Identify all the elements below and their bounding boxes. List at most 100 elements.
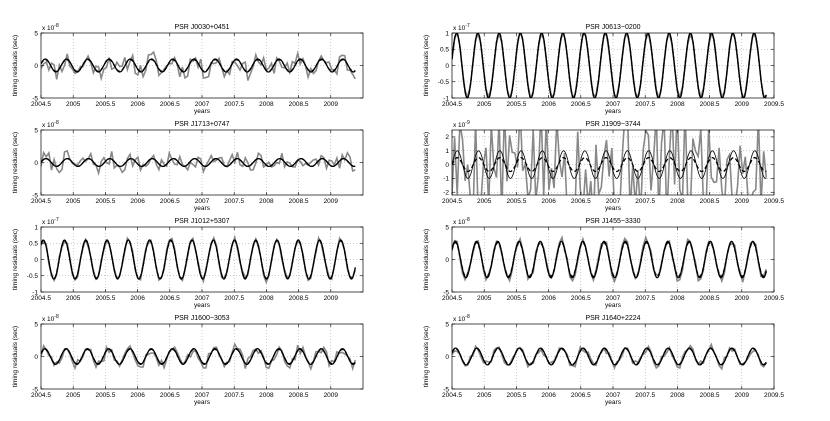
y-axis-label: timing residuals (sec) — [12, 35, 19, 96]
x-tick-label: 2007.5 — [635, 101, 655, 108]
series-model-dashed — [41, 157, 356, 168]
x-tick-label: 2008.5 — [289, 198, 309, 205]
x-tick-label: 2005 — [477, 392, 492, 399]
x-axis-label: years — [605, 302, 622, 309]
y-tick-label: 5 — [34, 30, 38, 37]
chart-title: PSR J0030+0451 — [174, 24, 229, 31]
x-tick-label: 2006.5 — [160, 392, 180, 399]
y-tick-label: -0.5 — [438, 79, 450, 86]
x-tick-label: 2009.5 — [764, 295, 784, 302]
axis-multiplier: x 10-8 — [42, 314, 59, 323]
y-tick-label: 0 — [445, 257, 449, 264]
x-tick-label: 2008.5 — [700, 392, 720, 399]
series-model-dashed — [452, 157, 767, 173]
y-tick-label: 1 — [445, 148, 449, 155]
series-model-dashed — [452, 348, 767, 365]
y-axis-label: timing residuals (sec) — [12, 326, 19, 387]
y-tick-label: -0.5 — [27, 273, 39, 280]
chart-title: PSR J1713+0747 — [174, 121, 229, 128]
x-tick-label: 2007 — [606, 198, 621, 205]
x-tick-label: 2007.5 — [635, 198, 655, 205]
x-tick-label: 2006 — [541, 392, 556, 399]
y-tick-label: -5 — [443, 289, 449, 296]
y-tick-label: 0 — [34, 160, 38, 167]
x-axis-label: years — [194, 399, 211, 406]
x-tick-label: 2009 — [735, 392, 750, 399]
x-tick-label: 2007 — [606, 295, 621, 302]
chart-panel-2: PSR J1713+0747 x 10-8 -5 0 5 2004.5 2005 2005.5… — [12, 120, 364, 212]
x-tick-label: 2008 — [670, 392, 685, 399]
x-tick-label: 2009 — [735, 198, 750, 205]
y-tick-label: -1 — [443, 176, 449, 183]
x-axis-label: years — [605, 205, 622, 212]
x-tick-label: 2004.5 — [31, 295, 51, 302]
series-model-dashed — [452, 33, 767, 98]
axis-multiplier: x 10-7 — [453, 23, 470, 32]
series-model-dashed — [41, 59, 356, 72]
x-tick-label: 2008.5 — [700, 295, 720, 302]
chart-title: PSR J1012+5307 — [174, 218, 229, 225]
x-tick-label: 2009 — [324, 392, 339, 399]
x-tick-label: 2004.5 — [31, 101, 51, 108]
x-tick-label: 2006 — [541, 101, 556, 108]
x-tick-label: 2007.5 — [635, 392, 655, 399]
y-tick-label: 2 — [445, 134, 449, 141]
x-tick-label: 2008.5 — [700, 198, 720, 205]
x-tick-label: 2006.5 — [571, 392, 591, 399]
y-tick-label: 5 — [445, 224, 449, 231]
x-tick-label: 2007 — [195, 295, 210, 302]
x-tick-label: 2005.5 — [506, 198, 526, 205]
axis-multiplier: x 10-9 — [453, 120, 470, 129]
x-tick-label: 2006.5 — [571, 295, 591, 302]
y-tick-label: -5 — [32, 386, 38, 393]
y-tick-label: -1 — [443, 95, 449, 102]
x-tick-label: 2005 — [66, 198, 81, 205]
chart-title: PSR J1455−3330 — [585, 218, 640, 225]
y-axis-label: timing residuals (sec) — [12, 229, 19, 290]
y-tick-label: 0 — [34, 257, 38, 264]
series-model-dashed — [41, 239, 356, 280]
x-tick-label: 2009 — [324, 198, 339, 205]
x-tick-label: 2006 — [130, 101, 145, 108]
y-tick-label: -5 — [443, 386, 449, 393]
x-tick-label: 2005.5 — [95, 295, 115, 302]
x-tick-label: 2008 — [259, 392, 274, 399]
x-tick-label: 2007.5 — [635, 295, 655, 302]
x-tick-label: 2008 — [670, 101, 685, 108]
y-tick-label: -5 — [32, 95, 38, 102]
x-tick-label: 2009 — [324, 101, 339, 108]
x-tick-label: 2005.5 — [95, 101, 115, 108]
x-tick-label: 2005 — [477, 101, 492, 108]
y-tick-label: 0 — [34, 63, 38, 70]
y-tick-label: 0 — [445, 162, 449, 169]
x-tick-label: 2007 — [195, 198, 210, 205]
series-measured — [41, 342, 357, 372]
x-tick-label: 2006 — [541, 295, 556, 302]
series-measured — [452, 130, 768, 195]
x-tick-label: 2009.5 — [764, 101, 784, 108]
x-tick-label: 2007 — [195, 392, 210, 399]
x-tick-label: 2006 — [130, 198, 145, 205]
x-tick-label: 2009 — [324, 295, 339, 302]
y-tick-label: 0 — [445, 354, 449, 361]
y-tick-label: -5 — [32, 192, 38, 199]
x-axis-label: years — [194, 205, 211, 212]
y-axis-label: timing residuals (sec) — [12, 132, 19, 193]
x-tick-label: 2006 — [541, 198, 556, 205]
axis-multiplier: x 10-7 — [42, 217, 59, 226]
x-tick-label: 2005 — [477, 198, 492, 205]
chart-title: PSR J1909−3744 — [585, 121, 640, 128]
x-tick-label: 2004.5 — [31, 392, 51, 399]
y-tick-label: 0.5 — [29, 241, 38, 248]
x-tick-label: 2009.5 — [764, 198, 784, 205]
x-tick-label: 2005.5 — [506, 101, 526, 108]
chart-title: PSR J1640+2224 — [585, 315, 640, 322]
y-tick-label: 1 — [34, 224, 38, 231]
chart-panel-7: PSR J1640+2224 x 10-8 -5 0 5 2004.5 2005 2005.5… — [423, 314, 784, 406]
chart-title: PSR J1600−3053 — [174, 315, 229, 322]
x-tick-label: 2009 — [735, 295, 750, 302]
x-tick-label: 2007 — [195, 101, 210, 108]
x-tick-label: 2008.5 — [289, 295, 309, 302]
x-tick-label: 2005 — [477, 295, 492, 302]
